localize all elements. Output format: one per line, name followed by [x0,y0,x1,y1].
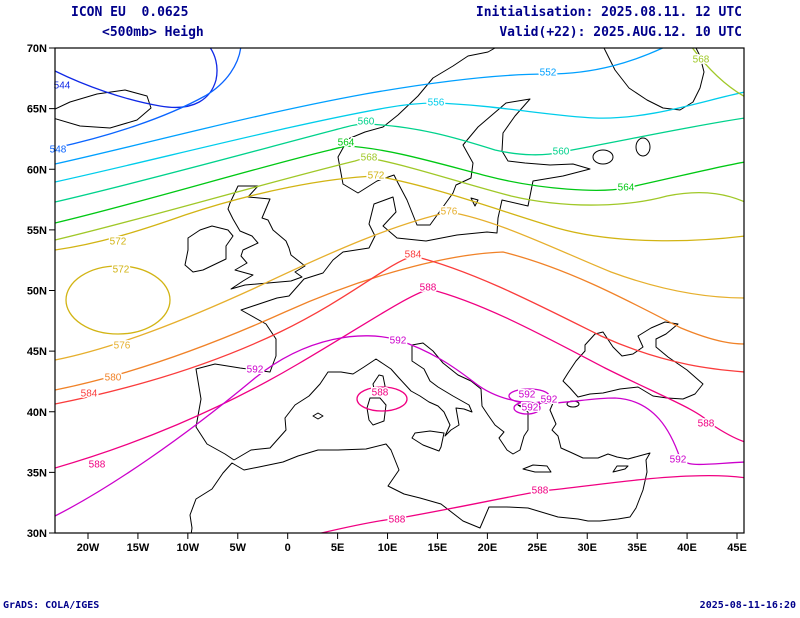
contour-568-ne-ridge-path [691,48,744,97]
contour-label-584: 584 [81,389,98,400]
contour-label-560: 560 [553,147,570,158]
contour-592-path [55,335,744,517]
contour-556-path [55,91,744,183]
lon-label: 25E [528,542,548,554]
contour-label-548: 548 [50,145,67,156]
contour-588-africa-path [318,474,744,533]
contour-552-path [55,48,665,165]
field-title: <500mb> Heigh [102,25,204,40]
map-frame [54,47,745,534]
contour-label-560: 560 [358,117,375,128]
contour-label-592: 592 [522,403,539,414]
lon-label: 5E [331,542,344,554]
creation-timestamp: 2025-08-11-16:20 [699,600,796,611]
contour-label-592: 592 [519,390,536,401]
contour-label-592: 592 [670,455,687,466]
lat-label: 50N [27,286,47,298]
contour-label-588: 588 [532,486,549,497]
contour-label-588: 588 [389,515,406,526]
contour-572-path [55,175,744,251]
contour-label-592: 592 [541,395,558,406]
contour-592-aegean-a-path [508,388,550,404]
contour-label-572: 572 [110,237,127,248]
contour-label-564: 564 [618,183,635,194]
coastline-atlantic-europe [195,48,591,461]
lon-label: 20W [77,542,100,554]
lon-label: 15E [428,542,448,554]
lon-label: 5W [230,542,247,554]
contour-588-path [55,288,744,469]
lon-label: 45E [727,542,747,554]
contour-568-path [55,157,744,241]
lon-label: 35E [627,542,647,554]
contour-label-544: 544 [54,81,71,92]
contour-592-aegean-b-path [513,401,541,415]
contour-560-path [55,117,744,203]
lon-label: 0 [285,542,291,554]
contour-label-584: 584 [405,250,422,261]
contour-label-592: 592 [247,365,264,376]
contour-576-path [55,211,744,361]
lat-label: 55N [27,225,47,237]
lon-label: 20E [478,542,498,554]
lat-label: 40N [27,407,47,419]
grads-credit: GrADS: COLA/IGES [3,600,100,611]
contours [55,48,744,533]
lat-label: 70N [27,43,47,55]
contour-588-tyrrhenian-path [356,386,408,412]
contour-label-580: 580 [105,373,122,384]
lon-label: 30E [577,542,597,554]
axis-labels: 70N 65N 60N 55N 50N 45N 40N 35N 30N 20W 15W 10W 5W 0 5… [27,43,747,554]
lon-label: 10E [378,542,398,554]
coastlines [55,48,705,533]
coastline-mediterranean-africa [189,342,651,533]
contour-label-576: 576 [441,207,458,218]
contour-548-path [55,48,242,149]
coastline-britain [227,185,306,290]
contour-label-568: 568 [693,55,710,66]
contour-564-path [55,145,744,224]
lat-label: 65N [27,104,47,116]
contour-label-572: 572 [368,171,385,182]
contour-label-568: 568 [361,153,378,164]
contour-580-path [55,251,744,391]
coastline-ireland [184,225,234,273]
coastline-white-sea [603,48,705,111]
contour-label-552: 552 [540,68,557,79]
init-time: Initialisation: 2025.08.11. 12 UTC [475,5,742,20]
contour-584-path [55,255,744,405]
contour-544-path [55,48,218,108]
contour-label-588: 588 [698,419,715,430]
coastline-iceland [55,89,152,129]
contour-label-576: 576 [114,341,131,352]
contour-label-588: 588 [372,388,389,399]
contour-label-564: 564 [338,138,355,149]
lat-label: 45N [27,346,47,358]
coastline-black-sea [562,321,704,400]
lon-label: 15W [127,542,150,554]
lat-label: 30N [27,528,47,540]
contour-label-556: 556 [428,98,445,109]
contour-label-592: 592 [390,336,407,347]
lat-label: 35N [27,467,47,479]
model-title: ICON EU 0.0625 [71,5,189,20]
contour-label-588: 588 [89,460,106,471]
contour-label-588: 588 [420,283,437,294]
contour-label-572: 572 [113,265,130,276]
valid-time: Valid(+22): 2025.AUG.12. 10 UTC [499,25,742,40]
lat-label: 60N [27,164,47,176]
lon-label: 10W [177,542,200,554]
lon-label: 40E [677,542,697,554]
contour-labels: 5445485525565605605645645685685725725725… [48,53,716,527]
contour-572-closed-low-path [65,265,171,335]
